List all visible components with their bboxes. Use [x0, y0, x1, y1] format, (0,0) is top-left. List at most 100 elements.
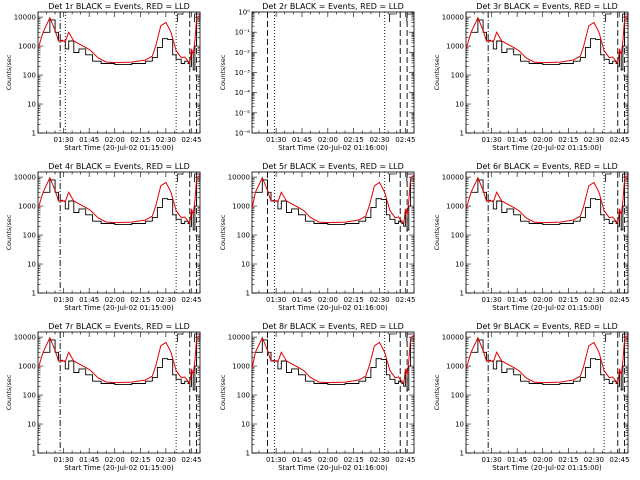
x-tick-label: 02:00 — [105, 296, 125, 304]
x-tick-label: 02:45 — [181, 296, 201, 304]
y-axis-label: Counts/sec — [219, 214, 227, 250]
y-tick-label: 10 — [455, 101, 464, 109]
x-axis-label: Start Time (20-Jul-02 01:15:00) — [64, 464, 174, 472]
x-tick-label: 02:00 — [105, 456, 125, 464]
x-tick-label: 02:15 — [344, 296, 364, 304]
attenuator-flag — [194, 173, 201, 182]
y-axis-label: Counts/sec — [433, 54, 441, 90]
y-axis-label: Counts/sec — [433, 214, 441, 250]
plot-frame — [465, 11, 629, 134]
x-tick-label: 01:45 — [79, 296, 99, 304]
y-tick-label: 1 — [460, 450, 464, 458]
y-tick-label: 10000 — [14, 14, 36, 22]
y-tick-label: 10000 — [14, 174, 36, 182]
y-tick-label: 10⁻⁶ — [235, 130, 251, 138]
x-axis-label: Start Time (20-Jul-02 01:15:00) — [492, 304, 602, 312]
y-tick-label: 1 — [246, 450, 250, 458]
y-axis-label: Counts/sec — [5, 374, 13, 410]
series-lld — [37, 334, 201, 385]
x-tick-label: 02:45 — [395, 456, 415, 464]
series-lld — [37, 14, 201, 65]
y-tick-label: 1000 — [232, 363, 250, 371]
x-tick-label: 02:30 — [584, 456, 604, 464]
attenuator-flag — [406, 13, 413, 22]
x-tick-label: 01:30 — [53, 296, 73, 304]
y-tick-label: 10 — [455, 261, 464, 269]
x-tick-label: 02:15 — [558, 136, 578, 144]
y-tick-label: 100 — [451, 392, 464, 400]
series-lld — [251, 334, 415, 385]
x-axis-label: Start Time (20-Jul-02 01:15:00) — [64, 304, 174, 312]
chart-panel-det4r: Det 4r BLACK = Events, RED = LLD 1 10 100 10… — [5, 162, 202, 312]
x-tick-label: 01:30 — [53, 456, 73, 464]
chart-panel-det8r: Det 8r BLACK = Events, RED = LLD 1 10 100 10… — [219, 322, 415, 472]
attenuator-flag — [406, 333, 413, 342]
chart-title: Det 8r BLACK = Events, RED = LLD — [262, 322, 404, 331]
chart-panel-det6r: Det 6r BLACK = Events, RED = LLD 1 10 100 10… — [433, 162, 630, 312]
y-tick-label: 100 — [451, 232, 464, 240]
x-tick-label: 01:30 — [53, 136, 73, 144]
y-tick-label: 10000 — [442, 14, 464, 22]
attenuator-flag — [194, 13, 201, 22]
series-events — [471, 174, 629, 231]
attenuator-flag — [406, 173, 413, 182]
x-tick-label: 02:15 — [558, 456, 578, 464]
x-tick-label: 02:15 — [344, 456, 364, 464]
attenuator-flag — [622, 333, 629, 342]
chart-panel-det2r: Det 2r BLACK = Events, RED = LLD 10⁻⁶ 10⁻⁵… — [219, 2, 415, 152]
chart-title: Det 2r BLACK = Events, RED = LLD — [262, 2, 404, 11]
chart-panel-det5r: Det 5r BLACK = Events, RED = LLD 1 10 100 10… — [219, 162, 415, 312]
plot-frame — [37, 171, 201, 294]
attenuator-flag — [177, 173, 184, 182]
x-axis-label: Start Time (20-Jul-02 01:16:00) — [278, 304, 388, 312]
x-tick-label: 01:45 — [292, 136, 312, 144]
y-tick-label: 100 — [451, 72, 464, 80]
attenuator-flag — [177, 333, 184, 342]
x-tick-label: 02:45 — [395, 136, 415, 144]
attenuator-flag — [177, 13, 184, 22]
plot-frame — [251, 11, 415, 134]
y-tick-label: 10 — [27, 421, 36, 429]
y-tick-label: 1 — [460, 290, 464, 298]
y-tick-label: 10 — [27, 101, 36, 109]
series-events — [43, 14, 201, 71]
attenuator-flag — [389, 13, 396, 22]
y-tick-label: 100 — [23, 392, 36, 400]
y-tick-label: 10⁻⁴ — [235, 89, 251, 97]
y-tick-label: 10⁰ — [238, 9, 250, 17]
y-tick-label: 1000 — [446, 43, 464, 51]
chart-title: Det 1r BLACK = Events, RED = LLD — [48, 2, 190, 11]
x-tick-label: 02:30 — [369, 136, 389, 144]
x-tick-label: 02:45 — [609, 456, 629, 464]
plot-frame — [251, 331, 415, 454]
x-tick-label: 02:30 — [369, 296, 389, 304]
x-axis-label: Start Time (20-Jul-02 01:15:00) — [492, 464, 602, 472]
x-tick-label: 02:30 — [584, 296, 604, 304]
x-tick-label: 02:00 — [318, 296, 338, 304]
y-tick-label: 10000 — [228, 174, 250, 182]
y-tick-label: 10000 — [442, 174, 464, 182]
y-tick-label: 1000 — [18, 43, 36, 51]
x-tick-label: 01:45 — [79, 136, 99, 144]
series-lld — [37, 174, 201, 225]
y-tick-label: 100 — [237, 392, 250, 400]
y-tick-label: 10000 — [228, 334, 250, 342]
chart-panel-det7r: Det 7r BLACK = Events, RED = LLD 1 10 100 10… — [5, 322, 202, 472]
chart-title: Det 9r BLACK = Events, RED = LLD — [476, 322, 618, 331]
y-tick-label: 100 — [23, 72, 36, 80]
y-tick-label: 1000 — [18, 203, 36, 211]
y-tick-label: 10 — [241, 261, 250, 269]
x-tick-label: 02:00 — [533, 296, 553, 304]
x-tick-label: 02:45 — [181, 456, 201, 464]
series-lld — [465, 174, 629, 225]
x-axis-label: Start Time (20-Jul-02 01:16:00) — [278, 464, 388, 472]
x-tick-label: 02:15 — [130, 456, 150, 464]
x-tick-label: 02:00 — [533, 456, 553, 464]
plot-frame — [37, 11, 201, 134]
attenuator-flag — [605, 13, 612, 22]
x-tick-label: 01:45 — [507, 456, 527, 464]
y-axis-label: Counts/sec — [219, 374, 227, 410]
attenuator-flag — [622, 173, 629, 182]
x-tick-label: 02:45 — [609, 296, 629, 304]
plot-frame — [251, 171, 415, 294]
